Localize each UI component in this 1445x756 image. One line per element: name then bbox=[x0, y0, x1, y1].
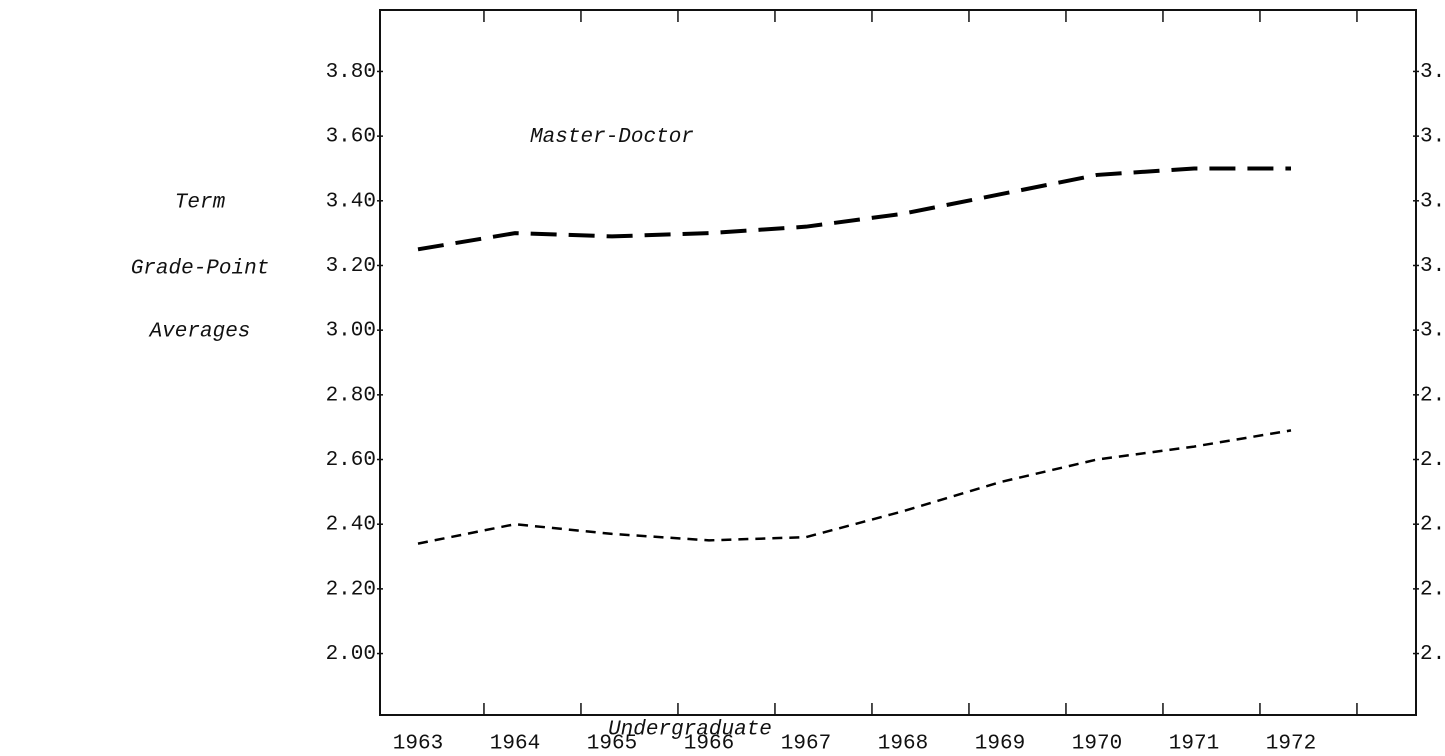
x-tick-label: 1964 bbox=[490, 733, 540, 756]
y-tick-label: 2.20 bbox=[326, 578, 376, 601]
y2-tick-label: 3.20 bbox=[1420, 255, 1445, 278]
y-tick-label: 2.80 bbox=[326, 384, 376, 407]
x-tick-label: 1965 bbox=[587, 733, 637, 756]
y2-tick-label: 2.40 bbox=[1420, 514, 1445, 537]
y-tick-label: 3.60 bbox=[326, 126, 376, 149]
y-label: Averages bbox=[148, 321, 251, 344]
series-label: Undergraduate bbox=[608, 718, 772, 741]
y2-tick-label: 2.00 bbox=[1420, 643, 1445, 666]
x-tick-label: 1968 bbox=[878, 733, 928, 756]
y2-tick-label: 2.20 bbox=[1420, 578, 1445, 601]
x-tick-label: 1967 bbox=[781, 733, 831, 756]
x-tick-label: 1972 bbox=[1266, 733, 1316, 756]
plot-frame bbox=[379, 9, 1417, 716]
y2-tick-label: 3.60 bbox=[1420, 126, 1445, 149]
y2-tick-label: 3.00 bbox=[1420, 320, 1445, 343]
y-tick-label: 2.00 bbox=[326, 643, 376, 666]
y-tick-label: 3.80 bbox=[326, 61, 376, 84]
series-line bbox=[417, 166, 1291, 252]
y-tick-label: 3.40 bbox=[326, 190, 376, 213]
y-label: Term bbox=[175, 192, 226, 215]
y2-tick-label: 3.40 bbox=[1420, 190, 1445, 213]
y2-tick-label: 2.60 bbox=[1420, 449, 1445, 472]
series-label: Master-Doctor bbox=[530, 126, 694, 149]
series-line bbox=[417, 429, 1292, 545]
y-tick-label: 3.00 bbox=[326, 320, 376, 343]
y2-tick-label: 2.80 bbox=[1420, 384, 1445, 407]
x-tick-label: 1971 bbox=[1169, 733, 1219, 756]
x-tick-label: 1963 bbox=[393, 733, 443, 756]
x-tick-label: 1969 bbox=[975, 733, 1025, 756]
x-tick-label: 1970 bbox=[1072, 733, 1122, 756]
x-tick-label: 1966 bbox=[684, 733, 734, 756]
y-label: Grade-Point bbox=[131, 258, 270, 281]
y-tick-label: 3.20 bbox=[326, 255, 376, 278]
y-tick-label: 2.40 bbox=[326, 514, 376, 537]
y-tick-label: 2.60 bbox=[326, 449, 376, 472]
y2-tick-label: 3.80 bbox=[1420, 61, 1445, 84]
